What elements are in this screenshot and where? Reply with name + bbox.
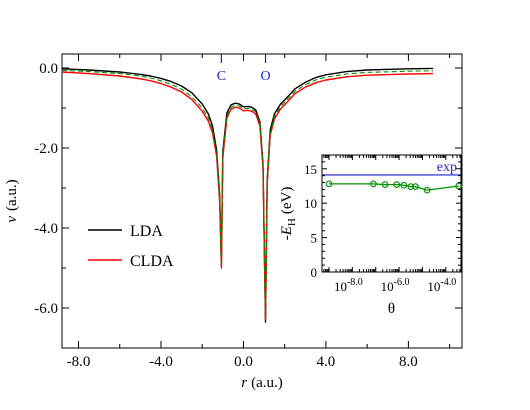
legend-label-lda: LDA xyxy=(130,223,163,240)
x-tick-label: 0.0 xyxy=(234,354,253,370)
inset-frame xyxy=(321,154,462,273)
series-line-lda xyxy=(61,67,434,323)
y-tick-label: -6.0 xyxy=(34,301,58,317)
inset-x-axis-title: θ xyxy=(388,301,395,317)
x-tick-label: -4.0 xyxy=(149,354,173,370)
legend: LDA CLDA xyxy=(88,223,174,270)
inset-y-tick-label: 0 xyxy=(311,265,318,280)
series-line-dashed-2 xyxy=(61,69,434,322)
inset-series-line xyxy=(329,183,459,191)
inset-y-axis: 0 5 10 15 xyxy=(304,154,461,280)
atom-marker-label-o: O xyxy=(260,69,270,84)
inset-y-tick-label: 5 xyxy=(311,231,318,246)
inset-data-point xyxy=(455,182,463,190)
inset-y-axis-title: -EH(eV) xyxy=(279,187,298,241)
main-x-axis-title: r (a.u.) xyxy=(241,375,283,391)
x-tick-label: -8.0 xyxy=(67,354,91,370)
main-y-axis-title: v(a.u.) xyxy=(4,179,20,222)
inset-data-point xyxy=(407,183,415,191)
inset-data-point xyxy=(325,180,333,188)
y-tick-label: -2.0 xyxy=(34,141,58,157)
inset-data-point xyxy=(423,186,431,194)
atom-marker-label-c: C xyxy=(217,69,226,84)
inset-data-point xyxy=(381,181,389,188)
legend-label-clda: CLDA xyxy=(130,253,174,270)
inset-series xyxy=(325,180,463,194)
inset-x-tick-label: 10-6.0 xyxy=(381,277,410,294)
inset-y-tick-label: 15 xyxy=(304,162,317,177)
inset-y-tick-label: 10 xyxy=(304,196,317,211)
inset-exp-reference: exp xyxy=(322,160,461,176)
main-y-axis: 0.0 -2.0 -4.0 -6.0 xyxy=(34,61,462,349)
x-tick-label: 8.0 xyxy=(399,354,418,370)
inset-x-axis: 10-8.0 10-6.0 10-4.0 xyxy=(323,155,461,294)
inset-plot: exp 10-8.0 10-6.0 10-4.0 0 5 10 15 θ -EH(eV) xyxy=(279,154,463,317)
main-curves xyxy=(61,67,434,323)
inset-data-point xyxy=(400,181,408,189)
inset-data-point xyxy=(393,181,401,188)
inset-x-tick-label: 10-8.0 xyxy=(334,277,363,294)
main-plot-frame xyxy=(61,53,463,349)
main-x-axis: -8.0 -4.0 0.0 4.0 8.0 xyxy=(67,54,451,370)
y-tick-label: -4.0 xyxy=(34,221,58,237)
x-tick-label: 4.0 xyxy=(317,354,336,370)
inset-data-point xyxy=(412,183,419,191)
series-line-clda xyxy=(61,71,434,321)
y-tick-label: 0.0 xyxy=(39,61,58,77)
inset-data-point xyxy=(370,180,377,188)
inset-x-tick-label: 10-4.0 xyxy=(427,277,456,294)
exp-reference-label: exp xyxy=(437,160,457,175)
